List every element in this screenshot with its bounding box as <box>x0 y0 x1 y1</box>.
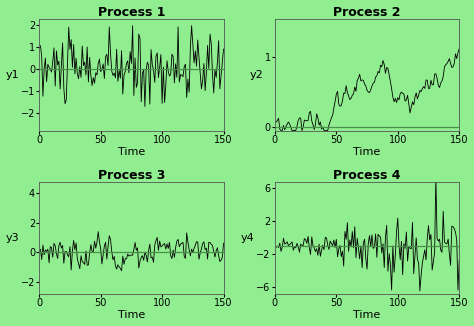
Y-axis label: y1: y1 <box>6 69 19 80</box>
X-axis label: Time: Time <box>118 310 145 320</box>
Title: Process 1: Process 1 <box>98 6 165 19</box>
Title: Process 3: Process 3 <box>98 169 165 182</box>
Y-axis label: y4: y4 <box>241 232 255 243</box>
Y-axis label: y3: y3 <box>6 232 19 243</box>
Title: Process 2: Process 2 <box>333 6 401 19</box>
Title: Process 4: Process 4 <box>333 169 401 182</box>
X-axis label: Time: Time <box>354 147 381 157</box>
X-axis label: Time: Time <box>118 147 145 157</box>
X-axis label: Time: Time <box>354 310 381 320</box>
Y-axis label: y2: y2 <box>249 69 263 80</box>
